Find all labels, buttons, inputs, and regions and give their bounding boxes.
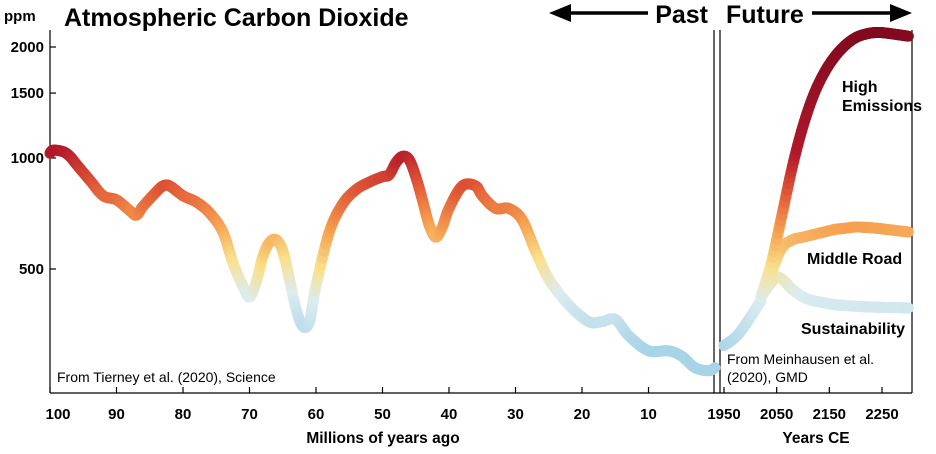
x-tick-label: 40 xyxy=(441,406,458,423)
x-tick-label: 100 xyxy=(45,406,70,423)
series-sustainability xyxy=(755,271,914,314)
x-tick-label: 1950 xyxy=(707,406,740,423)
y-tick-label: 1000 xyxy=(11,150,44,167)
x-label-future: Years CE xyxy=(782,430,849,447)
label-high-emissions-2: Emissions xyxy=(842,98,922,115)
y-ticks: 500 1000 1500 2000 xyxy=(11,39,56,278)
x-ticks-future: 1950 2050 2150 2250 xyxy=(707,387,899,423)
past-arrow xyxy=(549,4,648,22)
y-tick-label: 1500 xyxy=(11,85,44,102)
source-past: From Tierney et al. (2020), Science xyxy=(57,369,276,385)
series-historical-co2 xyxy=(718,295,767,352)
x-label-past: Millions of years ago xyxy=(306,430,459,447)
co2-curves xyxy=(44,26,914,377)
series-high-emissions xyxy=(755,26,914,303)
x-tick-label: 70 xyxy=(241,406,258,423)
x-tick-label: 80 xyxy=(175,406,192,423)
x-tick-label: 10 xyxy=(640,406,657,423)
x-tick-label: 60 xyxy=(308,406,325,423)
future-arrow xyxy=(812,4,912,22)
past-label: Past xyxy=(655,1,708,29)
y-tick-label: 500 xyxy=(19,261,44,278)
label-middle-road: Middle Road xyxy=(807,251,902,268)
chart-title: Atmospheric Carbon Dioxide xyxy=(64,4,409,32)
x-tick-label: 2250 xyxy=(865,406,898,423)
x-tick-label: 2050 xyxy=(760,406,793,423)
x-tick-label: 2150 xyxy=(813,406,846,423)
unit-label: ppm xyxy=(4,8,36,25)
x-ticks-past: 100 90 80 70 60 50 40 30 20 10 xyxy=(45,387,657,423)
x-tick-label: 30 xyxy=(507,406,524,423)
x-tick-label: 90 xyxy=(108,406,125,423)
y-tick-label: 2000 xyxy=(11,39,44,56)
x-tick-label: 20 xyxy=(574,406,591,423)
source-future-line2: (2020), GMD xyxy=(727,369,808,385)
label-sustainability: Sustainability xyxy=(801,321,905,338)
source-future-line1: From Meinhausen et al. xyxy=(727,351,874,367)
series-past-co2 xyxy=(44,144,721,377)
x-tick-label: 50 xyxy=(374,406,391,423)
label-high-emissions-1: High xyxy=(842,79,878,96)
future-label: Future xyxy=(726,1,804,29)
